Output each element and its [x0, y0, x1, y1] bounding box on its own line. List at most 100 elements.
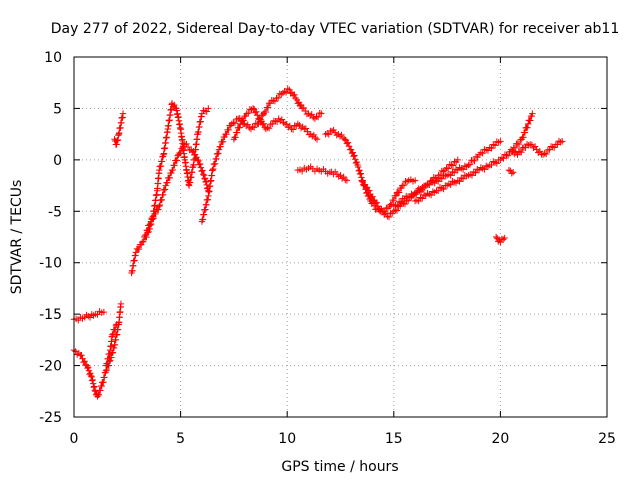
- x-tick-label: 10: [278, 431, 296, 447]
- data-point: [366, 187, 373, 194]
- data-point: [190, 148, 197, 155]
- data-point: [254, 112, 261, 119]
- data-point: [279, 89, 287, 97]
- data-point: [531, 143, 539, 150]
- data-point: [139, 238, 146, 246]
- series-ab11-g: [198, 85, 325, 225]
- data-point: [158, 158, 166, 165]
- data-point: [232, 134, 239, 141]
- data-point: [325, 131, 332, 138]
- data-point: [406, 194, 413, 201]
- series-ab11-o: [507, 137, 566, 158]
- data-point: [113, 321, 120, 328]
- series-ab11-l: [390, 138, 504, 210]
- data-point: [505, 166, 513, 174]
- data-point: [112, 322, 120, 329]
- data-point: [312, 134, 319, 142]
- plot-frame: [73, 56, 608, 418]
- data-point: [219, 138, 227, 145]
- data-point: [488, 145, 495, 152]
- data-point: [454, 156, 461, 164]
- series-ab11-e: [128, 100, 212, 277]
- data-point: [250, 124, 258, 131]
- data-point: [427, 191, 435, 199]
- data-point: [559, 138, 566, 145]
- data-point: [533, 146, 540, 153]
- data-point: [150, 215, 157, 222]
- data-point: [328, 127, 336, 135]
- data-point: [501, 234, 508, 242]
- data-point: [401, 200, 409, 208]
- data-point: [289, 126, 297, 133]
- data-point: [521, 129, 529, 136]
- data-point: [481, 166, 488, 173]
- data-point: [87, 372, 95, 380]
- data-point: [479, 150, 486, 157]
- y-axis-label: SDTVAR / TECUs: [9, 180, 25, 295]
- data-point: [430, 174, 437, 181]
- series-ab11-p: [505, 166, 517, 177]
- data-point: [179, 145, 186, 152]
- data-point: [200, 172, 208, 179]
- data-point: [509, 169, 517, 176]
- data-point: [249, 123, 256, 131]
- data-point: [438, 167, 445, 175]
- data-point: [101, 374, 108, 381]
- data-point: [203, 181, 210, 189]
- data-point: [88, 377, 96, 384]
- data-point: [297, 101, 305, 109]
- data-point: [313, 136, 321, 143]
- data-point: [392, 192, 400, 200]
- series-ab11-h: [230, 105, 321, 143]
- x-tick-label: 25: [598, 431, 616, 447]
- data-point: [498, 154, 506, 161]
- data-point: [260, 120, 267, 127]
- data-point: [493, 160, 501, 167]
- series-ab11-c: [102, 321, 120, 369]
- data-point: [466, 161, 474, 168]
- data-point: [231, 119, 239, 127]
- data-point: [356, 167, 363, 174]
- data-point: [446, 161, 453, 168]
- data-point: [296, 121, 303, 129]
- data-point: [156, 166, 163, 174]
- data-point: [440, 185, 447, 193]
- data-point: [356, 170, 364, 178]
- data-points: [70, 85, 566, 400]
- data-point: [341, 136, 348, 143]
- data-point: [411, 177, 419, 184]
- data-point: [117, 300, 125, 308]
- data-point: [273, 118, 281, 125]
- data-point: [447, 172, 454, 179]
- data-point: [385, 213, 393, 221]
- y-tick-label: 10: [44, 50, 62, 66]
- y-tick-label: 0: [53, 153, 62, 169]
- chart-title: Day 277 of 2022, Sidereal Day-to-day VTE…: [51, 21, 620, 37]
- data-point: [245, 109, 252, 117]
- data-point: [451, 169, 458, 176]
- data-point: [100, 308, 108, 316]
- data-point: [85, 364, 92, 371]
- data-point: [357, 170, 364, 177]
- series-ab11-d: [111, 110, 127, 148]
- data-point: [196, 161, 203, 168]
- series-ab11-n: [492, 233, 508, 246]
- data-point: [217, 143, 224, 150]
- data-point: [363, 184, 371, 191]
- data-point: [140, 238, 147, 245]
- data-point: [459, 175, 467, 182]
- data-point: [230, 119, 237, 126]
- data-point: [448, 161, 455, 169]
- data-point: [419, 195, 426, 202]
- data-point: [244, 121, 251, 128]
- data-point: [262, 108, 270, 116]
- data-point: [518, 148, 525, 156]
- data-point: [288, 125, 295, 133]
- y-tick-label: -20: [39, 359, 62, 375]
- data-point: [403, 178, 411, 185]
- data-point: [112, 326, 119, 333]
- data-point: [390, 196, 397, 204]
- data-point: [89, 380, 97, 387]
- data-point: [529, 110, 536, 117]
- data-point: [527, 117, 534, 124]
